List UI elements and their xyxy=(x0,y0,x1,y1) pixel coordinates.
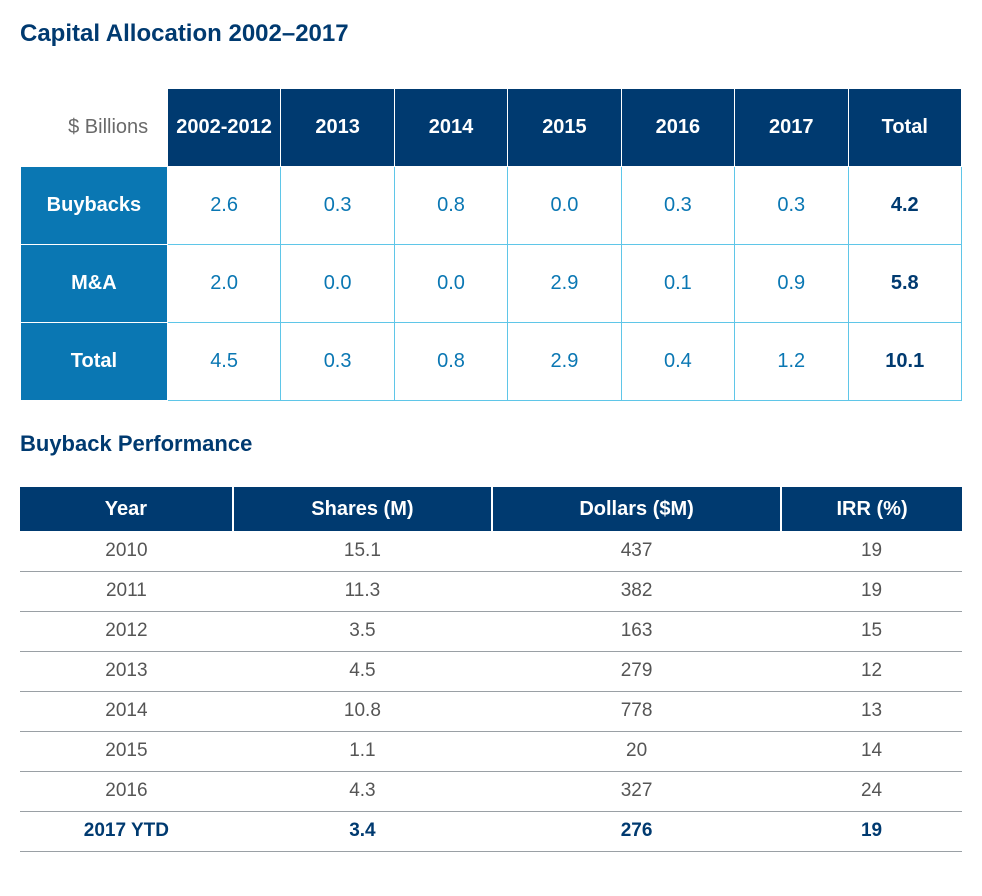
t1-col-0: 2002-2012 xyxy=(167,89,281,167)
t1-cell: 0.3 xyxy=(735,167,848,245)
t2-cell: 778 xyxy=(492,691,781,731)
t2-cell: 13 xyxy=(781,691,962,731)
t1-cell: 0.8 xyxy=(394,167,507,245)
t1-cell: 0.9 xyxy=(735,245,848,323)
t2-cell: 2010 xyxy=(20,531,233,571)
t2-col-year: Year xyxy=(20,487,233,531)
t1-cell: 0.4 xyxy=(621,323,734,401)
t2-cell: 279 xyxy=(492,651,781,691)
t2-cell: 3.5 xyxy=(233,611,492,651)
t1-col-4: 2016 xyxy=(621,89,734,167)
t1-cell: 0.8 xyxy=(394,323,507,401)
t2-cell: 382 xyxy=(492,571,781,611)
t2-cell: 163 xyxy=(492,611,781,651)
t1-cell-total: 4.2 xyxy=(848,167,962,245)
t2-row: 201015.143719 xyxy=(20,531,962,571)
t1-rowlabel: Total xyxy=(21,323,168,401)
t1-col-6: Total xyxy=(848,89,962,167)
t1-col-3: 2015 xyxy=(508,89,621,167)
t2-cell: 19 xyxy=(781,571,962,611)
t2-cell: 19 xyxy=(781,811,962,851)
t1-cell: 2.0 xyxy=(167,245,281,323)
t2-cell: 15.1 xyxy=(233,531,492,571)
t2-cell: 2011 xyxy=(20,571,233,611)
t2-cell: 15 xyxy=(781,611,962,651)
t2-row: 2017 YTD3.427619 xyxy=(20,811,962,851)
t2-cell: 437 xyxy=(492,531,781,571)
buyback-performance-table: Year Shares (M) Dollars ($M) IRR (%) 201… xyxy=(20,487,962,852)
t1-cell: 2.9 xyxy=(508,245,621,323)
t2-cell: 2015 xyxy=(20,731,233,771)
t2-row: 20164.332724 xyxy=(20,771,962,811)
t2-cell: 327 xyxy=(492,771,781,811)
t1-row-total: Total 4.5 0.3 0.8 2.9 0.4 1.2 10.1 xyxy=(21,323,962,401)
t2-cell: 2014 xyxy=(20,691,233,731)
t2-cell: 4.5 xyxy=(233,651,492,691)
t1-col-2: 2014 xyxy=(394,89,507,167)
subtitle: Buyback Performance xyxy=(20,431,962,457)
t1-cell: 0.3 xyxy=(281,323,394,401)
t2-cell: 276 xyxy=(492,811,781,851)
t2-col-irr: IRR (%) xyxy=(781,487,962,531)
t1-cell: 2.6 xyxy=(167,167,281,245)
t2-cell: 2016 xyxy=(20,771,233,811)
capital-allocation-table: $ Billions 2002-2012 2013 2014 2015 2016… xyxy=(20,88,962,401)
t1-row-ma: M&A 2.0 0.0 0.0 2.9 0.1 0.9 5.8 xyxy=(21,245,962,323)
t2-col-shares: Shares (M) xyxy=(233,487,492,531)
t1-cell: 0.0 xyxy=(508,167,621,245)
t2-cell: 11.3 xyxy=(233,571,492,611)
t2-cell: 24 xyxy=(781,771,962,811)
t1-cell: 2.9 xyxy=(508,323,621,401)
t1-rowlabel: Buybacks xyxy=(21,167,168,245)
t1-cell: 0.0 xyxy=(281,245,394,323)
t1-col-5: 2017 xyxy=(735,89,848,167)
t1-rowlabel: M&A xyxy=(21,245,168,323)
t2-cell: 1.1 xyxy=(233,731,492,771)
page-title: Capital Allocation 2002–2017 xyxy=(20,20,962,48)
t1-col-1: 2013 xyxy=(281,89,394,167)
t2-cell: 4.3 xyxy=(233,771,492,811)
t1-cell-total: 10.1 xyxy=(848,323,962,401)
t1-row-buybacks: Buybacks 2.6 0.3 0.8 0.0 0.3 0.3 4.2 xyxy=(21,167,962,245)
t2-cell: 12 xyxy=(781,651,962,691)
t2-row: 201410.877813 xyxy=(20,691,962,731)
t2-col-dollars: Dollars ($M) xyxy=(492,487,781,531)
t1-cell: 0.3 xyxy=(621,167,734,245)
t2-cell: 14 xyxy=(781,731,962,771)
t2-cell: 3.4 xyxy=(233,811,492,851)
t1-cell: 1.2 xyxy=(735,323,848,401)
t2-cell: 2013 xyxy=(20,651,233,691)
t2-cell: 2017 YTD xyxy=(20,811,233,851)
t2-row: 20134.527912 xyxy=(20,651,962,691)
t1-cell: 0.3 xyxy=(281,167,394,245)
t2-row: 20151.12014 xyxy=(20,731,962,771)
t2-cell: 2012 xyxy=(20,611,233,651)
t2-cell: 10.8 xyxy=(233,691,492,731)
t2-row: 20123.516315 xyxy=(20,611,962,651)
t1-cell: 4.5 xyxy=(167,323,281,401)
t1-cell: 0.0 xyxy=(394,245,507,323)
t2-row: 201111.338219 xyxy=(20,571,962,611)
t1-cell-total: 5.8 xyxy=(848,245,962,323)
t1-corner-label: $ Billions xyxy=(21,89,168,167)
t2-cell: 20 xyxy=(492,731,781,771)
t2-cell: 19 xyxy=(781,531,962,571)
t1-cell: 0.1 xyxy=(621,245,734,323)
